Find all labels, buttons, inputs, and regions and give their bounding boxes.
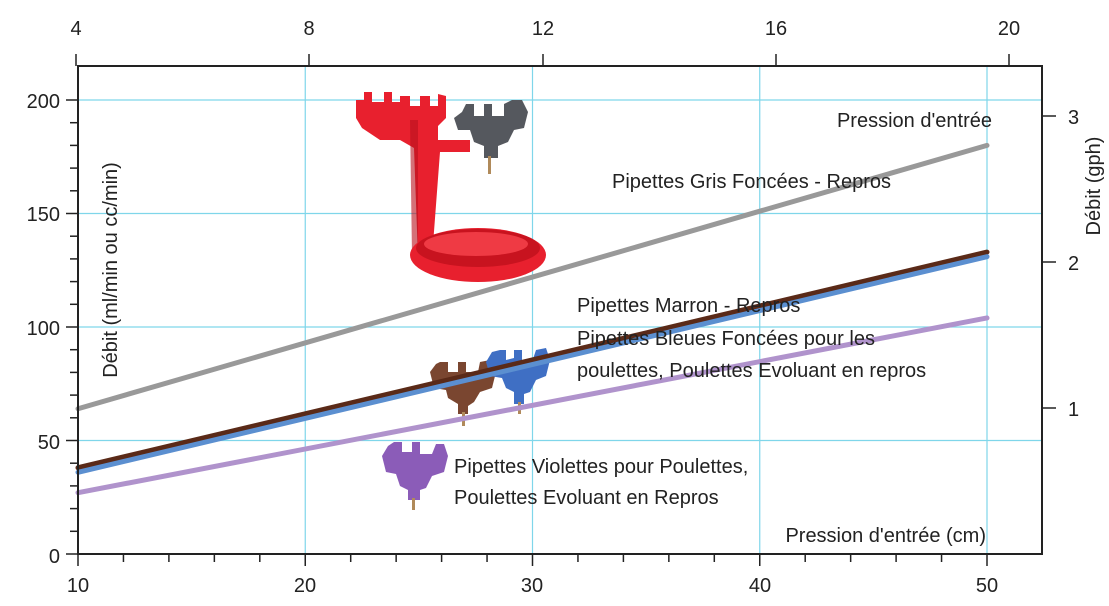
- brown-series-label: Pipettes Marron - Repros: [577, 295, 800, 317]
- right-tick-label: 3: [1068, 107, 1079, 129]
- series-line: [75, 249, 990, 471]
- gridlines: [78, 66, 1042, 554]
- red-drinker-cup-illustration: [356, 92, 546, 282]
- x-tick-labels: 10 20 30 40 50: [67, 575, 998, 597]
- y-tick-label: 150: [27, 204, 60, 226]
- plot-frame: [77, 65, 1043, 555]
- y-tick-label: 50: [38, 432, 60, 454]
- blue-series-label-line2: poulettes, Poulettes Evoluant en repros: [577, 360, 926, 382]
- x-tick-label: 40: [749, 575, 771, 597]
- right-axis-title: Débit (gph): [1083, 137, 1105, 236]
- top-tick-label: 20: [998, 18, 1020, 40]
- right-tick-label: 2: [1068, 253, 1079, 275]
- y-tick-label: 100: [27, 318, 60, 340]
- series-lines: [75, 142, 990, 496]
- grey-series-label: Pipettes Gris Foncées - Repros: [612, 171, 891, 193]
- series-line: [75, 315, 990, 496]
- x-tick-label: 10: [67, 575, 89, 597]
- top-tick-labels: 4 8 12 16 20: [70, 18, 1020, 40]
- top-tick-label: 8: [303, 18, 314, 40]
- y-tick-label: 0: [49, 546, 60, 568]
- blue-series-label-line1: Pipettes Bleues Foncées pour les: [577, 328, 875, 350]
- violet-nipple-icon: [382, 442, 448, 510]
- series-annotations: Pipettes Gris Foncées - Repros Pipettes …: [454, 171, 926, 509]
- top-tick-label: 12: [532, 18, 554, 40]
- series-line: [75, 254, 990, 475]
- right-tick-labels: 1 2 3: [1068, 107, 1079, 421]
- axis-ticks: [66, 54, 1056, 566]
- x-tick-label: 30: [521, 575, 543, 597]
- dark-grey-nipple-icon: [454, 100, 528, 174]
- violet-series-label-line1: Pipettes Violettes pour Poulettes,: [454, 456, 748, 478]
- violet-series-label-line2: Poulettes Evoluant en Repros: [454, 487, 719, 509]
- y-tick-labels: 0 50 100 150 200: [27, 91, 60, 568]
- right-tick-label: 1: [1068, 399, 1079, 421]
- x-tick-label: 20: [294, 575, 316, 597]
- y-tick-label: 200: [27, 91, 60, 113]
- top-tick-label: 4: [70, 18, 81, 40]
- x-tick-label: 50: [976, 575, 998, 597]
- top-axis-title: Pression d'entrée: [837, 110, 992, 132]
- x-axis-title: Pression d'entrée (cm): [785, 525, 986, 547]
- series-line: [75, 142, 990, 412]
- top-tick-label: 16: [765, 18, 787, 40]
- y-axis-title: Débit (ml/min ou cc/min): [100, 162, 122, 378]
